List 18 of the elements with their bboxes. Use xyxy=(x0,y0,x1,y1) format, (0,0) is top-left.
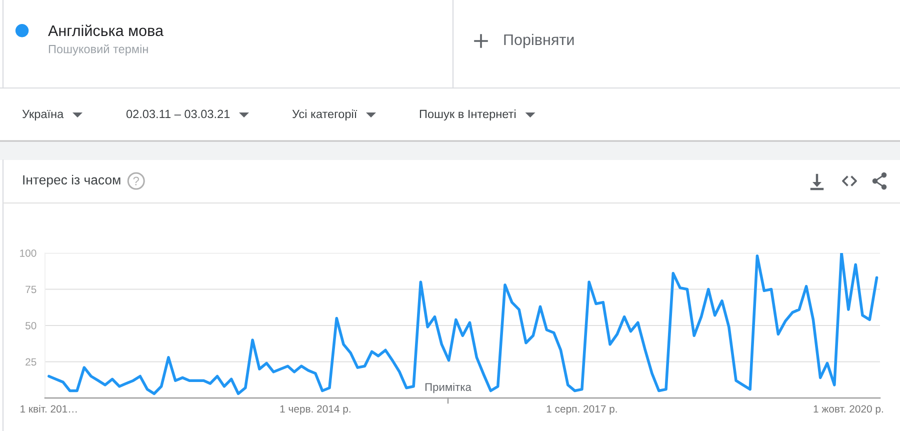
text: Порівняти xyxy=(504,34,574,48)
x-tick-label: 1 жовт. 2020 р. xyxy=(814,405,883,415)
line-series xyxy=(48,253,878,396)
text: Україна xyxy=(22,110,64,120)
text: Пошук в Інтернеті xyxy=(420,110,516,120)
text: Пошуковий термін xyxy=(48,44,148,56)
x-tick-label: 1 квіт. 201… xyxy=(20,404,77,413)
y-tick-label: 100 xyxy=(20,250,36,257)
y-tick-label: 75 xyxy=(26,286,36,294)
y-tick-label: 25 xyxy=(26,358,36,366)
text: 02.03.11 – 03.03.21 xyxy=(126,110,230,118)
text: Усі категорії xyxy=(292,110,358,120)
chart-title: Інтерес із часом xyxy=(23,174,120,188)
y-tick-label: 50 xyxy=(26,322,36,330)
x-tick-label: 1 серп. 2017 р. xyxy=(546,405,617,415)
annotation: Примітка xyxy=(425,382,472,394)
x-tick-label: 1 черв. 2014 р. xyxy=(280,405,350,415)
legend-label: Англійська мова xyxy=(48,24,164,36)
